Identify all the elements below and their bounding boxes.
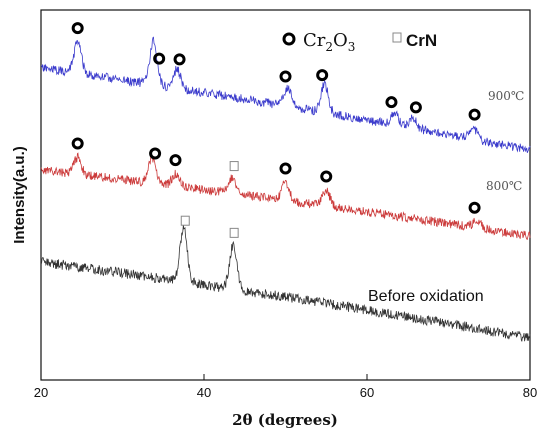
cr2o3-peak-marker	[279, 162, 292, 175]
legend-cr2o3-cr: Cr	[303, 30, 326, 51]
cr2o3-peak-marker	[169, 154, 182, 167]
legend-square-marker	[392, 32, 402, 43]
legend: Cr2O3 CrN	[282, 30, 437, 54]
x-tick-label: 20	[34, 385, 48, 400]
cr2o3-peak-marker	[316, 69, 329, 82]
marker-layer	[71, 22, 481, 238]
x-axis-ticks: 20 40 60 80	[34, 374, 537, 400]
series-label-before: Before oxidation	[368, 288, 484, 305]
series-label-800: 800℃	[486, 179, 522, 193]
x-tick-label: 60	[360, 385, 374, 400]
plot-frame	[40, 9, 531, 381]
cr2o3-peak-marker	[71, 22, 84, 35]
cr2o3-peak-marker	[149, 147, 162, 160]
series-line-1	[40, 152, 531, 240]
x-axis-label: 2θ (degrees)	[232, 411, 338, 429]
cr2o3-peak-marker	[279, 70, 292, 83]
crn-peak-marker	[180, 215, 190, 226]
x-tick-label: 80	[523, 385, 537, 400]
series-line-0	[40, 36, 531, 153]
crn-peak-marker	[229, 161, 239, 172]
cr2o3-peak-marker	[153, 52, 166, 65]
cr2o3-peak-marker	[468, 201, 481, 214]
legend-circle-marker	[282, 32, 296, 46]
legend-cr2o3-label: Cr2O3	[303, 30, 355, 54]
series-label-900: 900℃	[488, 89, 524, 103]
legend-crn-label: CrN	[406, 31, 437, 50]
legend-cr2o3-sub2: 3	[348, 40, 356, 54]
legend-cr2o3-o: O	[333, 30, 348, 51]
crn-peak-marker	[229, 227, 239, 238]
cr2o3-peak-marker	[173, 53, 186, 66]
cr2o3-peak-marker	[468, 108, 481, 121]
cr2o3-peak-marker	[385, 96, 398, 109]
legend-cr2o3-sub1: 2	[325, 40, 333, 54]
series-line-2	[40, 224, 531, 342]
x-tick-label: 40	[197, 385, 211, 400]
cr2o3-peak-marker	[71, 137, 84, 150]
series-layer	[40, 36, 531, 342]
cr2o3-peak-marker	[320, 170, 333, 183]
y-axis-label: Intensity(a.u.)	[11, 146, 28, 244]
cr2o3-peak-marker	[409, 101, 422, 114]
